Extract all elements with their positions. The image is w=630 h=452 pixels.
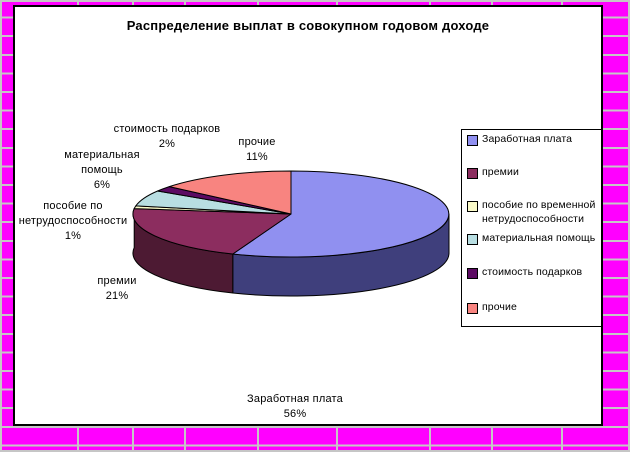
data-label-material: материальная помощь 6% [64,149,140,191]
legend-color-swatch [467,234,478,245]
legend-color-swatch [467,303,478,314]
pie-slice-other[interactable] [168,170,292,215]
data-label-premium: премии 21% [97,275,137,302]
pie-slice-premium[interactable] [132,208,292,255]
legend-color-swatch [467,135,478,146]
legend-item-other[interactable]: прочие [467,301,600,315]
legend-color-swatch [467,201,478,212]
legend-item-label: стоимость подарков [482,266,583,278]
chart-title: Распределение выплат в совокупном годово… [126,18,490,33]
legend-item-gifts[interactable]: стоимость подарков [467,266,600,280]
legend-color-swatch [467,268,478,279]
legend[interactable]: Заработная плата премии пособие по време… [461,129,602,327]
legend-item-premium[interactable]: премии [467,166,600,180]
legend-item-material[interactable]: материальная помощь [467,232,600,246]
legend-color-swatch [467,168,478,179]
data-label-other: прочие 11% [238,136,276,163]
legend-item-label: премии [482,166,519,178]
data-label-disability: пособие по нетрудоспособности 1% [18,200,128,242]
legend-item-label: прочие [482,301,517,313]
legend-item-salary[interactable]: Заработная плата [467,133,600,147]
data-label-gifts: стоимость подарков 2% [113,123,221,150]
pie-slice-salary[interactable] [232,170,450,258]
legend-item-label: материальная помощь [482,232,596,244]
legend-item-label: Заработная плата [482,133,573,145]
legend-item-disability[interactable]: пособие по временной нетрудоспособности [467,199,600,226]
data-label-salary: Заработная плата 56% [247,393,343,420]
legend-item-label: пособие по временной нетрудоспособности [482,199,596,225]
